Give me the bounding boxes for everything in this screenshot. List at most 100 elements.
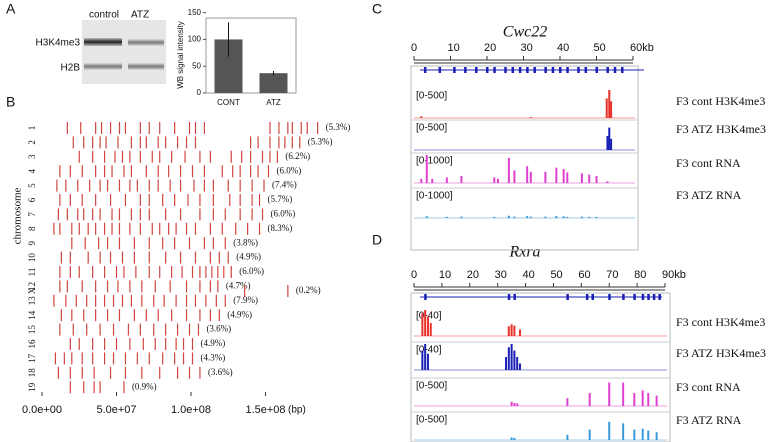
- signal-peak: [426, 353, 429, 370]
- track-name: F3 ATZ RNA: [676, 413, 742, 427]
- signal-peak: [641, 390, 644, 406]
- row-percent: (6.0%): [276, 165, 301, 175]
- signal-peak: [526, 166, 529, 183]
- x-tick-label: 0.0e+00: [22, 404, 62, 416]
- signal-peak: [595, 176, 598, 183]
- exon: [493, 67, 496, 73]
- row-percent: (4.9%): [236, 252, 261, 262]
- row-label: 19: [27, 382, 37, 392]
- signal-peak: [510, 437, 513, 440]
- exon: [423, 67, 427, 73]
- signal-peak: [610, 101, 613, 118]
- x-tick-label: 0: [411, 42, 417, 54]
- signal-peak: [566, 434, 569, 440]
- row-percent: (5.7%): [268, 194, 293, 204]
- y-tick-label: 100: [188, 35, 202, 44]
- row-label: 2: [27, 140, 37, 145]
- signal-peak: [608, 421, 611, 440]
- signal-peak: [513, 350, 516, 370]
- signal-peak: [633, 393, 636, 406]
- track-name: F3 ATZ H3K4me3: [676, 346, 766, 360]
- track-range: [0-40]: [416, 311, 442, 322]
- signal-peak: [460, 216, 463, 218]
- row-percent: (6.0%): [271, 208, 296, 218]
- y-axis-label: chromosome: [12, 187, 24, 244]
- x-tick-label: 10: [448, 42, 460, 54]
- exon: [504, 67, 507, 73]
- exon: [652, 294, 656, 300]
- blot-band: [128, 63, 164, 70]
- signal-peak: [588, 393, 591, 406]
- signal-peak: [655, 432, 658, 440]
- row-label: X: [27, 287, 37, 294]
- plot-frame: [205, 17, 297, 94]
- x-tick-label: ATZ: [266, 98, 281, 107]
- exon: [608, 294, 611, 300]
- exon: [613, 67, 617, 73]
- row-percent: (3.8%): [233, 237, 258, 247]
- row-label: 9: [27, 240, 37, 245]
- track-range: [0-1000]: [416, 191, 453, 202]
- x-tick-label: 90kb: [662, 269, 686, 281]
- row-label: 17: [27, 353, 37, 363]
- row-percent: (4.7%): [226, 280, 251, 290]
- track-range: [0-1000]: [416, 156, 453, 167]
- row-label: 6: [27, 197, 37, 202]
- track-name: F3 cont H3K4me3: [676, 94, 765, 108]
- signal-peak: [526, 216, 529, 218]
- row-percent: (3.6%): [206, 324, 231, 334]
- x-tick-label: 30: [521, 42, 533, 54]
- signal-peak: [647, 393, 650, 406]
- signal-peak: [513, 216, 516, 218]
- exon: [584, 67, 588, 73]
- exon: [438, 67, 442, 73]
- row-label: 16: [27, 339, 37, 349]
- track-name: F3 ATZ RNA: [676, 188, 742, 202]
- x-tick-label: 40: [523, 269, 535, 281]
- x-tick-label: 60: [578, 269, 590, 281]
- signal-peak: [529, 117, 532, 118]
- exon: [577, 67, 580, 73]
- signal-peak: [529, 216, 532, 218]
- exon: [475, 67, 478, 73]
- signal-peak: [608, 382, 611, 406]
- signal-peak: [516, 403, 519, 406]
- signal-peak: [566, 216, 569, 218]
- row-label: 11: [27, 268, 37, 277]
- signal-peak: [425, 155, 428, 183]
- exon: [486, 67, 489, 73]
- track-range: [0-500]: [416, 381, 447, 392]
- signal-peak: [507, 157, 510, 183]
- exon: [606, 67, 609, 73]
- signal-peak: [513, 437, 516, 440]
- x-tick-label: 20: [467, 269, 479, 281]
- track-name: F3 cont H3K4me3: [676, 315, 765, 329]
- signal-peak: [633, 429, 636, 440]
- signal-peak: [516, 357, 519, 370]
- signal-peak: [605, 98, 608, 118]
- exon: [453, 67, 456, 73]
- row-percent: (6.0%): [239, 266, 264, 276]
- x-tick-label: 50: [594, 42, 606, 54]
- row-label: 5: [27, 183, 37, 188]
- row-percent: (0.9%): [132, 381, 157, 391]
- signal-peak: [421, 313, 424, 336]
- exon: [641, 294, 645, 300]
- row-label: 15: [27, 325, 37, 335]
- row-percent: (3.6%): [208, 367, 233, 377]
- signal-peak: [507, 326, 510, 336]
- exon: [559, 67, 562, 73]
- signal-peak: [566, 172, 569, 183]
- signal-peak: [588, 429, 591, 440]
- signal-peak: [562, 216, 565, 218]
- signal-peak: [608, 127, 611, 150]
- row-percent: (6.2%): [285, 151, 310, 161]
- signal-peak: [510, 401, 513, 406]
- x-tick-label: 0: [411, 269, 417, 281]
- row-label: 13: [27, 296, 37, 306]
- gene-title: Cwc22: [503, 24, 547, 41]
- exon: [566, 294, 569, 300]
- exon: [544, 67, 547, 73]
- row-percent: (5.3%): [308, 136, 333, 146]
- row-percent: (7.4%): [272, 180, 297, 190]
